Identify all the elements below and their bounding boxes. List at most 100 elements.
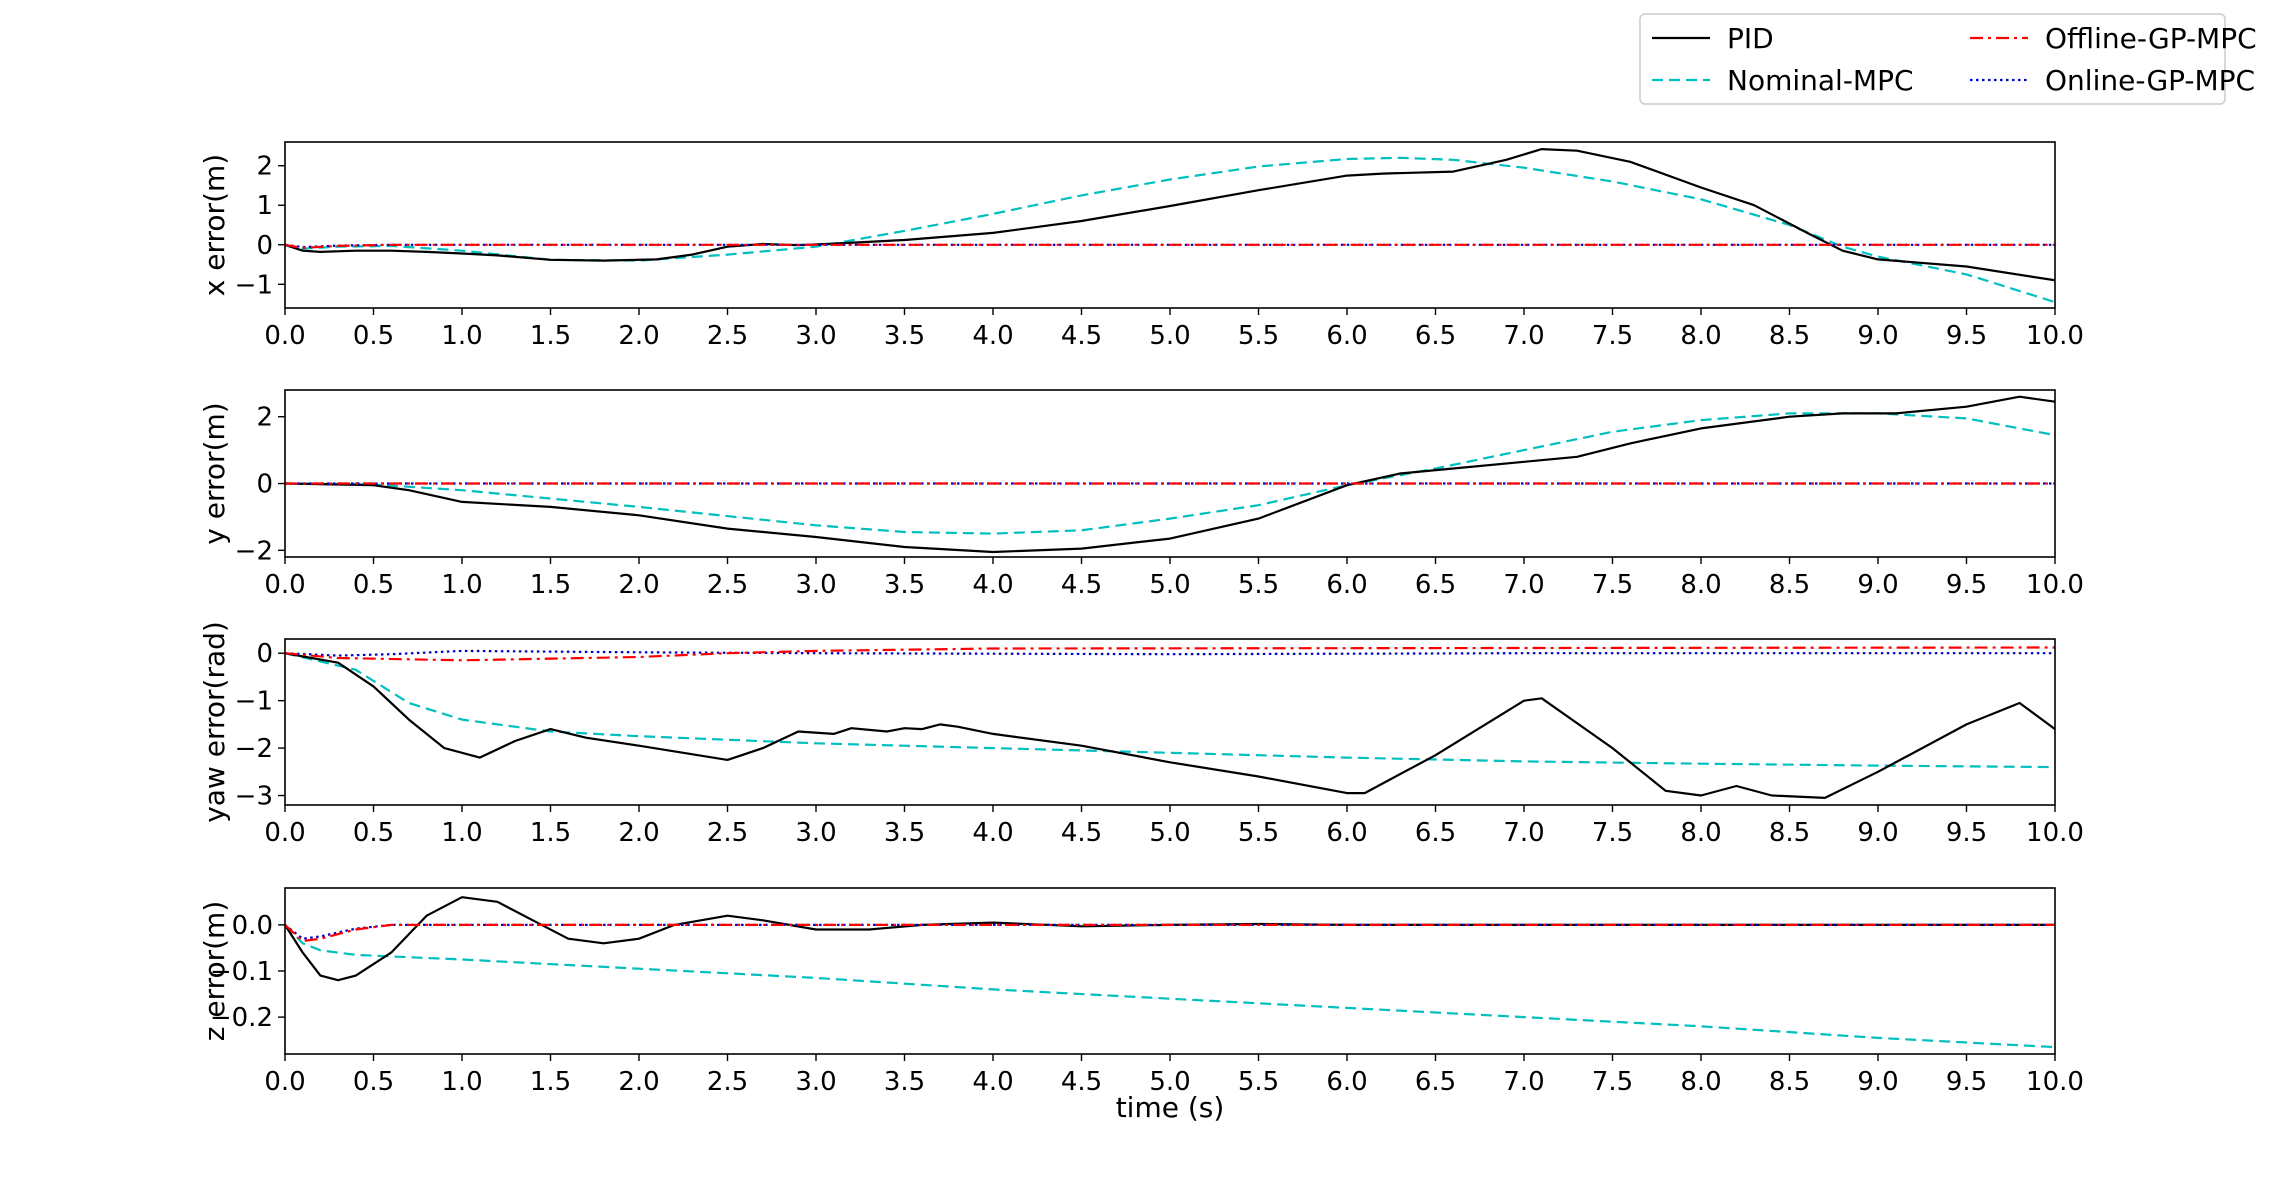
x-tick-label: 8.0 [1680,818,1721,848]
subplots: 0.0 0.5 1.0 1.5 2.0 2.5 3.0 3.5 4.0 4.5 5.0 5.5 6.0 6… [198,141,2084,1097]
x-tick-label: 5.0 [1149,570,1190,600]
x-tick-label: 1.5 [530,570,571,600]
x-tick-label: 3.5 [884,1067,925,1097]
x-tick-label: 0.5 [353,570,394,600]
legend-item-pid: PID [1652,22,1774,55]
x-tick-label: 9.0 [1857,570,1898,600]
series-line-nominal-mpc [285,652,2055,769]
x-tick-label: 4.5 [1061,321,1102,351]
y-tick-label: 0 [256,231,273,261]
x-tick-label: 5.5 [1238,1067,1279,1097]
legend: PID Nominal-MPC Offline-GP-MPC Online-GP-MP… [1639,13,2257,105]
x-tick-label: 1.5 [530,818,571,848]
plot-frame [284,887,2056,1055]
x-tick-label: 6.5 [1415,321,1456,351]
x-tick-label: 9.5 [1946,570,1987,600]
x-tick-label: 5.5 [1238,818,1279,848]
series-line-offline-gp-mpc [285,646,2055,662]
x-tick-label: 7.0 [1503,1067,1544,1097]
x-tick-label: 4.0 [972,818,1013,848]
x-tick-label: 2.0 [618,1067,659,1097]
x-tick-label: 6.5 [1415,570,1456,600]
legend-label: Online-GP-MPC [2045,64,2255,97]
x-tick-label: 4.0 [972,570,1013,600]
x-tick-label: 0.0 [264,1067,305,1097]
x-tick-label: 1.5 [530,321,571,351]
x-tick-label: 0.0 [264,818,305,848]
x-tick-label: 3.5 [884,321,925,351]
series-line-pid [285,896,2055,982]
x-tick-label: 9.0 [1857,818,1898,848]
x-tick-label: 7.0 [1503,321,1544,351]
series-line-nominal-mpc [285,412,2055,535]
x-tick-label: 7.5 [1592,321,1633,351]
x-tick-label: 1.0 [441,1067,482,1097]
x-tick-label: 1.0 [441,321,482,351]
series-line-pid [285,395,2055,554]
x-tick-label: 1.5 [530,1067,571,1097]
plot-frame [284,389,2056,558]
series-line-nominal-mpc [285,156,2055,304]
x-tick-label: 5.0 [1149,1067,1190,1097]
series-line-online-gp-mpc [285,923,2055,940]
x-tick-label: 10.0 [2026,1067,2084,1097]
y-tick-label: 2 [256,403,273,433]
series-line-offline-gp-mpc [285,923,2055,943]
x-tick-label: 6.5 [1415,1067,1456,1097]
y-tick-label: −2 [235,734,273,764]
y-axis-label: z error(m) [198,901,231,1042]
y-tick-label: −1 [235,270,273,300]
series-group [285,148,2055,304]
x-tick-label: 9.0 [1857,1067,1898,1097]
subplot-y-error-m: 0.0 0.5 1.0 1.5 2.0 2.5 3.0 3.5 4.0 4.5 5.0 5.5 6.0 6… [198,389,2084,600]
x-tick-label: 2.5 [707,818,748,848]
x-tick-label: 7.5 [1592,570,1633,600]
legend-label: Offline-GP-MPC [2045,22,2257,55]
x-tick-label: 5.5 [1238,321,1279,351]
x-tick-label: 6.0 [1326,570,1367,600]
y-axis-label: yaw error(rad) [198,621,231,823]
x-tick-label: 0.5 [353,818,394,848]
x-tick-label: 4.0 [972,1067,1013,1097]
x-tick-label: 0.5 [353,1067,394,1097]
x-tick-label: 3.0 [795,321,836,351]
subplot-yaw-error-rad: 0.0 0.5 1.0 1.5 2.0 2.5 3.0 3.5 4.0 4.5 5.0 5.5 6.0 6… [198,621,2084,848]
x-tick-label: 8.5 [1769,570,1810,600]
x-tick-label: 10.0 [2026,321,2084,351]
legend-label: Nominal-MPC [1727,64,1914,97]
y-tick-label: 2 [256,152,273,182]
y-tick-label: 0 [256,470,273,500]
subplot-x-error-m: 0.0 0.5 1.0 1.5 2.0 2.5 3.0 3.5 4.0 4.5 5.0 5.5 6.0 6… [198,141,2084,351]
x-tick-label: 5.0 [1149,818,1190,848]
x-tick-label: 0.5 [353,321,394,351]
legend-box [1639,13,2226,105]
x-tick-label: 1.0 [441,818,482,848]
x-tick-label: 6.0 [1326,1067,1367,1097]
legend-item-nominal-mpc: Nominal-MPC [1652,64,1914,97]
y-tick-label: −0.1 [210,957,273,987]
series-line-pid [285,652,2055,800]
x-tick-label: 4.0 [972,321,1013,351]
y-tick-label: 0 [256,639,273,669]
x-tick-label: 3.0 [795,818,836,848]
x-axis-label: time (s) [1116,1091,1225,1124]
x-tick-label: 3.0 [795,570,836,600]
x-tick-label: 8.5 [1769,818,1810,848]
y-tick-label: 0.0 [232,911,273,941]
x-tick-label: 8.0 [1680,570,1721,600]
plot-frame [284,638,2056,806]
x-tick-label: 2.5 [707,321,748,351]
x-tick-label: 1.0 [441,570,482,600]
x-tick-label: 2.0 [618,321,659,351]
legend-item-offline-gp-mpc: Offline-GP-MPC [1970,22,2257,55]
x-tick-label: 8.5 [1769,1067,1810,1097]
x-tick-label: 3.5 [884,818,925,848]
series-group [285,896,2055,1049]
x-tick-label: 7.0 [1503,818,1544,848]
y-tick-label: 1 [256,191,273,221]
x-tick-label: 7.5 [1592,1067,1633,1097]
x-tick-label: 4.5 [1061,570,1102,600]
x-tick-label: 8.0 [1680,1067,1721,1097]
x-tick-label: 0.0 [264,570,305,600]
